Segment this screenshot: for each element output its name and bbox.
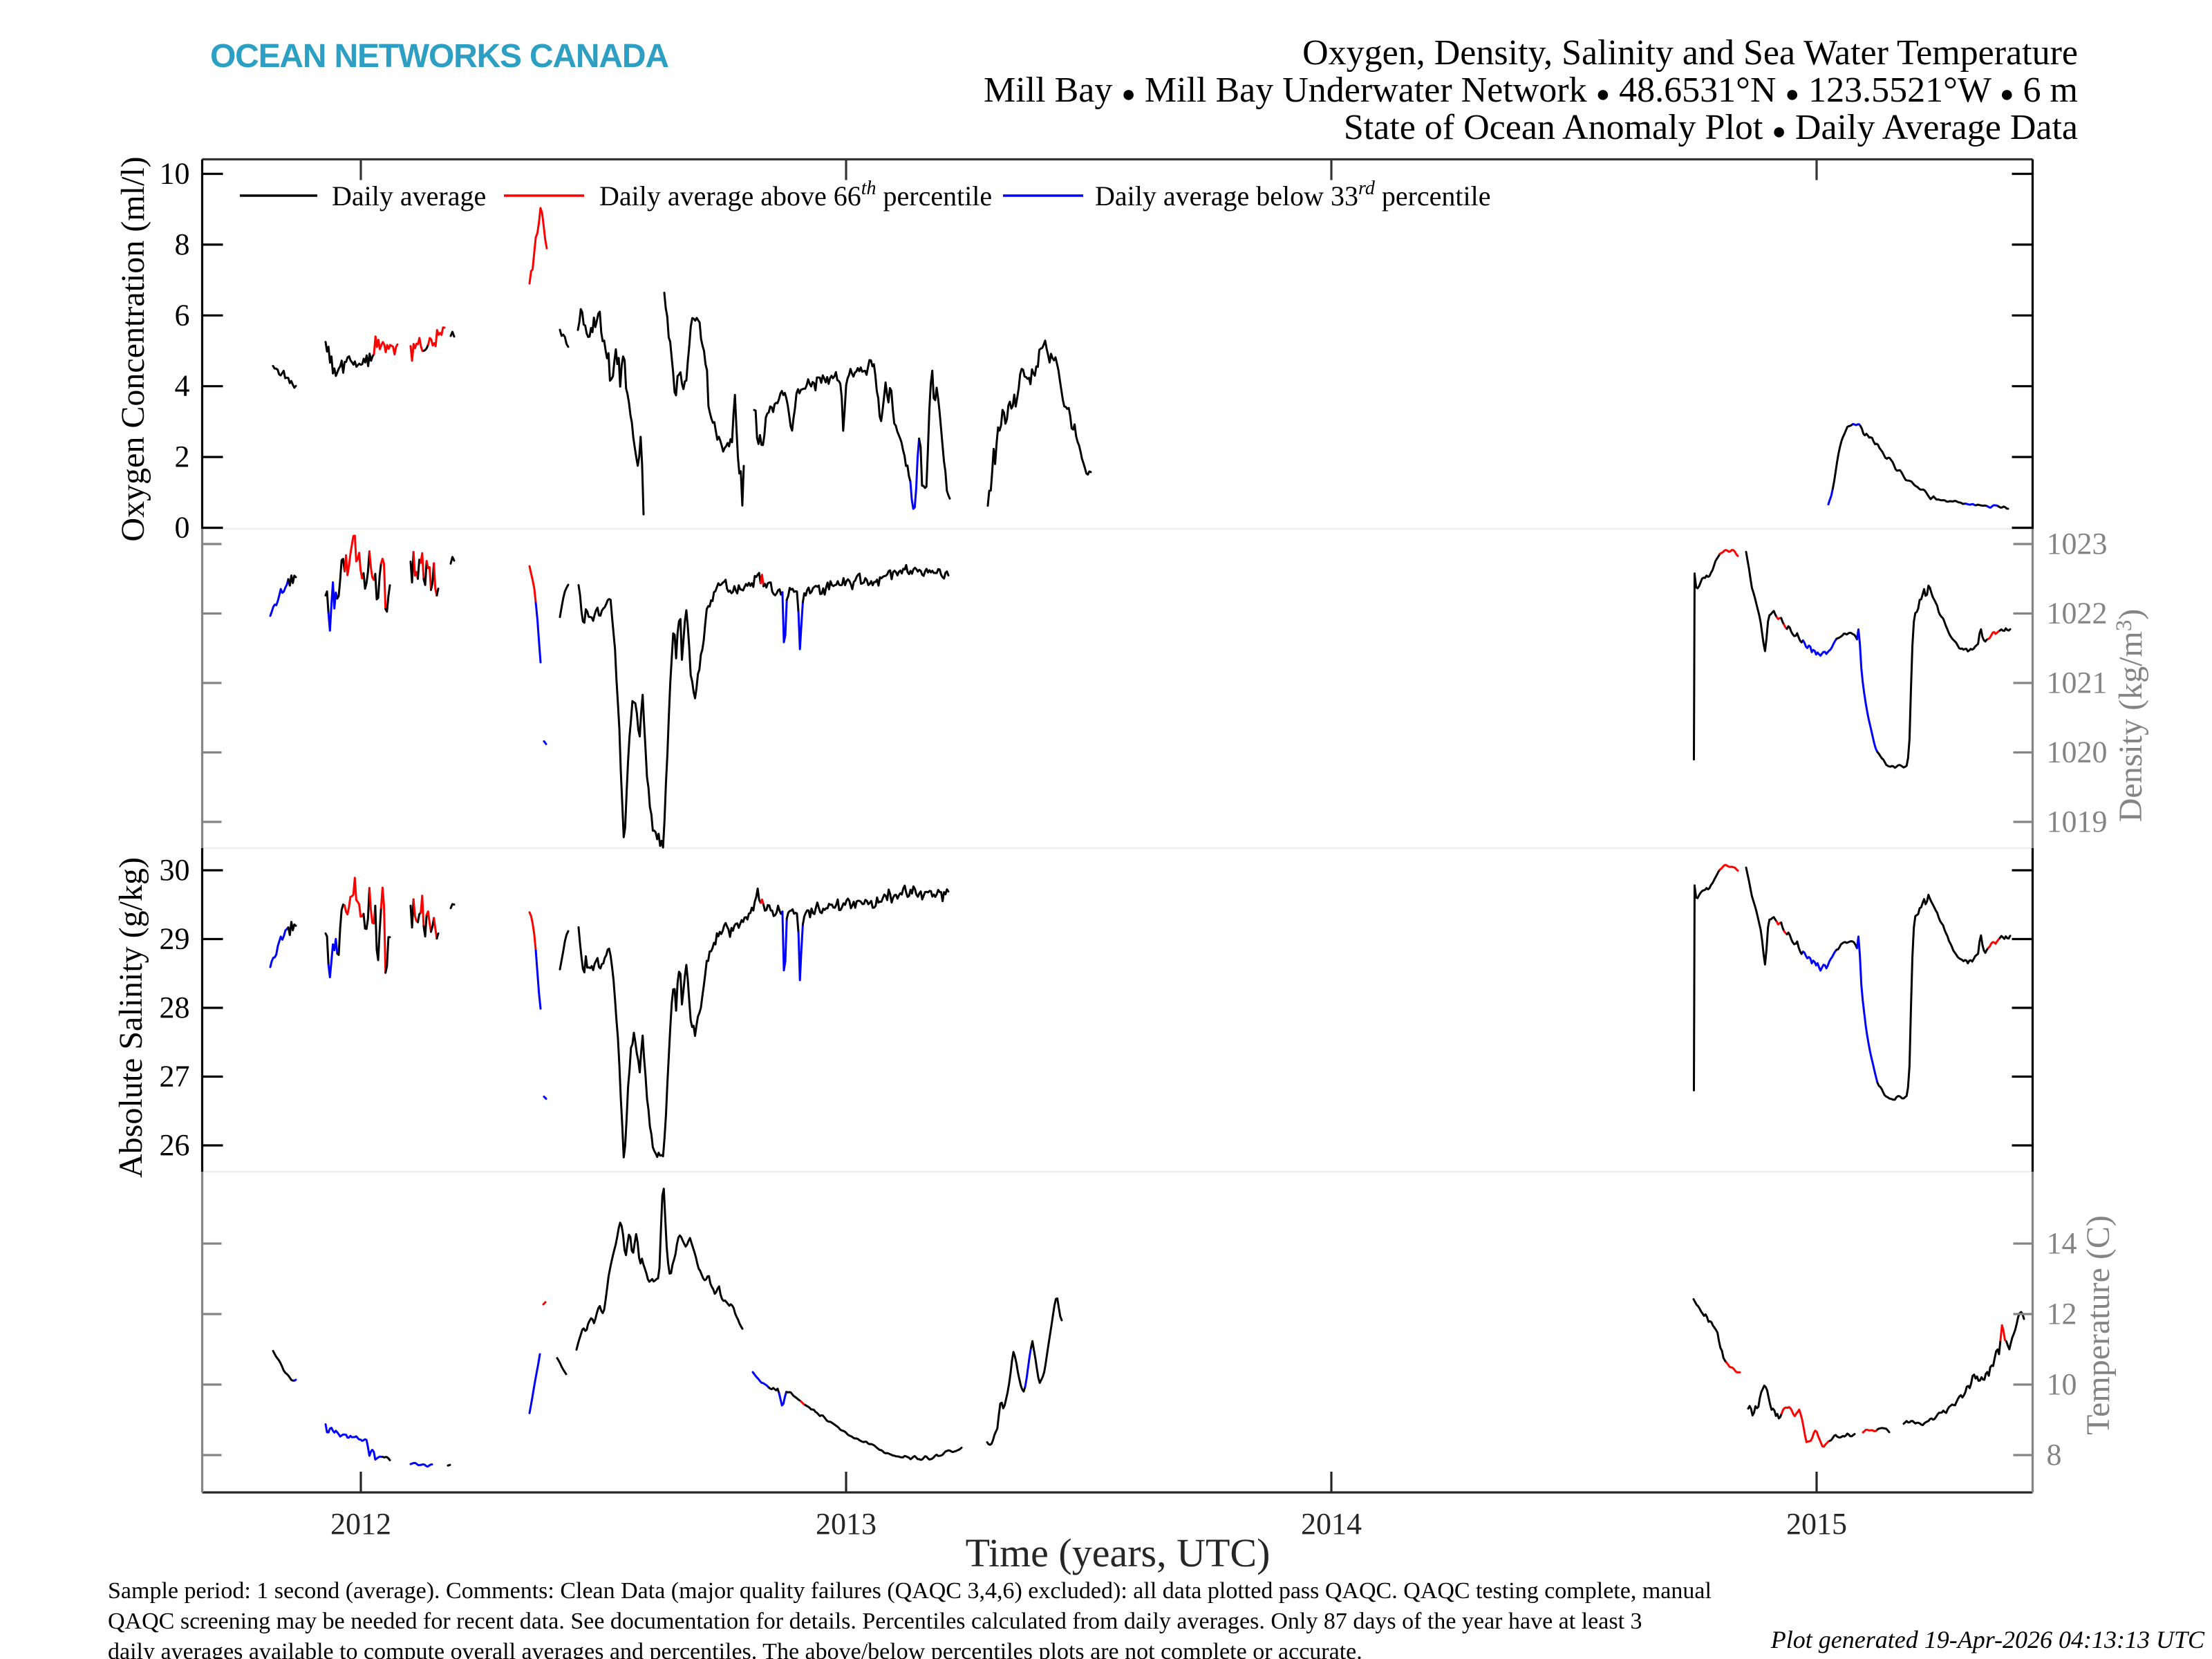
svg-text:2012: 2012 bbox=[330, 1507, 391, 1541]
svg-text:2013: 2013 bbox=[816, 1507, 877, 1541]
svg-text:daily averages available to co: daily averages available to compute over… bbox=[108, 1639, 1362, 1659]
svg-text:Daily average above 66th perce: Daily average above 66th percentile bbox=[599, 178, 992, 212]
svg-text:Time (years, UTC): Time (years, UTC) bbox=[966, 1530, 1271, 1575]
svg-text:2014: 2014 bbox=[1301, 1507, 1362, 1541]
svg-text:10: 10 bbox=[2047, 1367, 2077, 1401]
svg-text:Density (kg/m3): Density (kg/m3) bbox=[2112, 609, 2149, 822]
svg-text:State of Ocean Anomaly Plot ●: State of Ocean Anomaly Plot ● Daily Aver… bbox=[1344, 108, 2078, 147]
svg-text:2015: 2015 bbox=[1786, 1507, 1847, 1541]
svg-text:28: 28 bbox=[160, 991, 190, 1024]
svg-text:1022: 1022 bbox=[2047, 597, 2108, 630]
svg-text:14: 14 bbox=[2047, 1226, 2077, 1260]
svg-text:29: 29 bbox=[160, 922, 190, 956]
svg-text:QAQC screening may be needed f: QAQC screening may be needed for recent … bbox=[108, 1609, 1642, 1634]
svg-text:Daily average below 33rd perce: Daily average below 33rd percentile bbox=[1095, 178, 1491, 212]
svg-text:Daily average: Daily average bbox=[332, 180, 486, 212]
svg-text:1020: 1020 bbox=[2047, 735, 2108, 769]
svg-text:30: 30 bbox=[160, 853, 190, 887]
svg-text:1021: 1021 bbox=[2047, 666, 2108, 700]
svg-text:12: 12 bbox=[2047, 1297, 2077, 1331]
svg-text:8: 8 bbox=[2047, 1438, 2062, 1472]
svg-text:6: 6 bbox=[175, 298, 190, 332]
svg-text:Oxygen Concentration (ml/l): Oxygen Concentration (ml/l) bbox=[115, 156, 151, 541]
svg-text:0: 0 bbox=[175, 511, 190, 545]
svg-text:10: 10 bbox=[160, 157, 190, 191]
svg-text:26: 26 bbox=[160, 1128, 190, 1162]
svg-text:1023: 1023 bbox=[2047, 527, 2108, 561]
svg-text:Absolute Salinity (g/kg): Absolute Salinity (g/kg) bbox=[113, 857, 149, 1178]
svg-text:Mill Bay ● Mill Bay Underwater: Mill Bay ● Mill Bay Underwater Network ●… bbox=[984, 71, 2078, 110]
svg-text:27: 27 bbox=[160, 1060, 190, 1094]
svg-text:Sample period: 1 second (avera: Sample period: 1 second (average). Comme… bbox=[108, 1578, 1712, 1604]
svg-text:Oxygen, Density, Salinity and: Oxygen, Density, Salinity and Sea Water … bbox=[1302, 33, 2078, 73]
svg-text:1019: 1019 bbox=[2047, 805, 2108, 838]
svg-text:OCEAN NETWORKS CANADA: OCEAN NETWORKS CANADA bbox=[210, 38, 668, 75]
svg-text:4: 4 bbox=[175, 369, 190, 403]
svg-text:8: 8 bbox=[175, 227, 190, 261]
svg-text:Plot generated 19-Apr-2026 04:: Plot generated 19-Apr-2026 04:13:13 UTC bbox=[1770, 1626, 2205, 1653]
svg-text:2: 2 bbox=[175, 440, 190, 474]
svg-text:Temperature (C): Temperature (C) bbox=[2080, 1215, 2117, 1435]
